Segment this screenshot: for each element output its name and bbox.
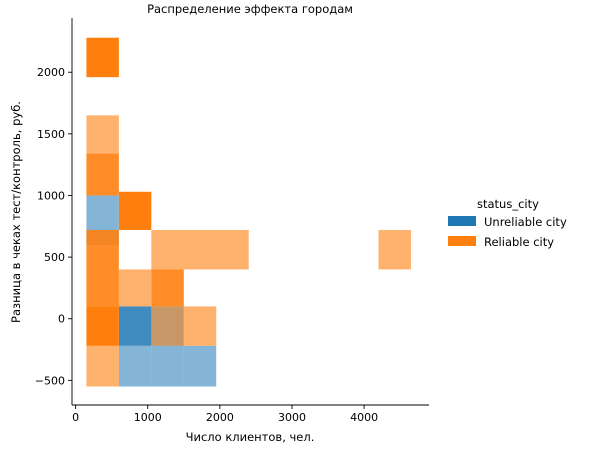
x-axis-ticks: 0 1000 2000 3000 4000 — [72, 405, 378, 424]
legend-label-unreliable: Unreliable city — [484, 215, 567, 229]
legend-swatch-unreliable — [448, 216, 476, 226]
x-tick-label: 2000 — [206, 411, 234, 424]
y-axis-label: Разница в чеках тест/контроль, руб. — [9, 101, 23, 323]
y-tick-label: 1500 — [37, 128, 65, 141]
bin-cell-unreliable-1 — [118, 306, 152, 346]
bin-cell-unreliable-4 — [151, 345, 184, 387]
y-tick-label: 500 — [44, 251, 65, 264]
x-tick-label: 1000 — [134, 411, 162, 424]
bin-cell-reliable-0 — [86, 37, 119, 78]
bin-cell-reliable-9 — [86, 306, 119, 346]
x-tick-label: 3000 — [278, 411, 306, 424]
x-axis-label: Число клиентов, чел. — [186, 430, 315, 444]
y-tick-label: 1000 — [37, 189, 65, 202]
bin-cell-reliable-11 — [183, 306, 217, 346]
legend-title: status_city — [477, 197, 539, 211]
bin-cell-reliable-6 — [378, 229, 411, 270]
y-tick-label: 2000 — [37, 66, 65, 79]
bin-cell-unreliable-5 — [183, 345, 217, 387]
bin-cell-reliable-10 — [151, 306, 184, 346]
y-tick-label: −500 — [35, 374, 65, 387]
bin-cell-reliable-7 — [118, 269, 152, 307]
bin-cell-reliable-8 — [151, 269, 184, 307]
bin-cell-reliable-3 — [118, 191, 152, 230]
y-axis-ticks: −500 0 500 1000 1500 2000 — [35, 66, 72, 387]
legend-label-reliable: Reliable city — [484, 235, 554, 249]
bin-cell-unreliable-3 — [118, 345, 152, 387]
legend-swatch-reliable — [448, 236, 476, 246]
y-tick-label: 0 — [58, 313, 65, 326]
plot-area — [86, 37, 411, 387]
bin-cell-reliable-4 — [86, 229, 119, 307]
chart-title: Распределение эффекта городам — [147, 2, 353, 16]
x-tick-label: 4000 — [350, 411, 378, 424]
bin-cell-reliable-1 — [86, 115, 119, 154]
bin-cell-reliable-2 — [86, 153, 119, 196]
legend: status_city Unreliable city Reliable cit… — [448, 197, 567, 249]
bin-cell-reliable-12 — [86, 345, 119, 387]
bin-cell-reliable-5 — [151, 229, 249, 270]
x-tick-label: 0 — [72, 411, 79, 424]
